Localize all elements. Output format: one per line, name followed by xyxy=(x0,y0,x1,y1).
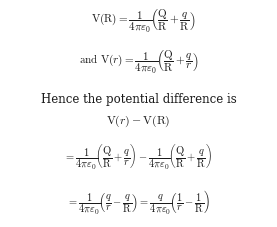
Text: $= \dfrac{1}{4\pi\varepsilon_0}\!\left(\dfrac{\mathrm{Q}}{\mathrm{R}} + \dfrac{q: $= \dfrac{1}{4\pi\varepsilon_0}\!\left(\… xyxy=(65,141,212,171)
Text: $= \dfrac{1}{4\pi\varepsilon_0}\!\left(\dfrac{q}{r} - \dfrac{q}{\mathrm{R}}\righ: $= \dfrac{1}{4\pi\varepsilon_0}\!\left(\… xyxy=(67,188,210,216)
Text: $\mathrm{V(R)} = \dfrac{1}{4\pi\varepsilon_0}\!\left(\dfrac{\mathrm{Q}}{\mathrm{: $\mathrm{V(R)} = \dfrac{1}{4\pi\varepsil… xyxy=(91,7,196,35)
Text: $\mathrm{V}(r) - \mathrm{V(R)}$: $\mathrm{V}(r) - \mathrm{V(R)}$ xyxy=(106,114,171,129)
Text: Hence the potential difference is: Hence the potential difference is xyxy=(41,93,236,106)
Text: $\mathrm{and\ V}(r) = \dfrac{1}{4\pi\varepsilon_0}\!\left(\dfrac{\mathrm{Q}}{\ma: $\mathrm{and\ V}(r) = \dfrac{1}{4\pi\var… xyxy=(79,49,198,76)
